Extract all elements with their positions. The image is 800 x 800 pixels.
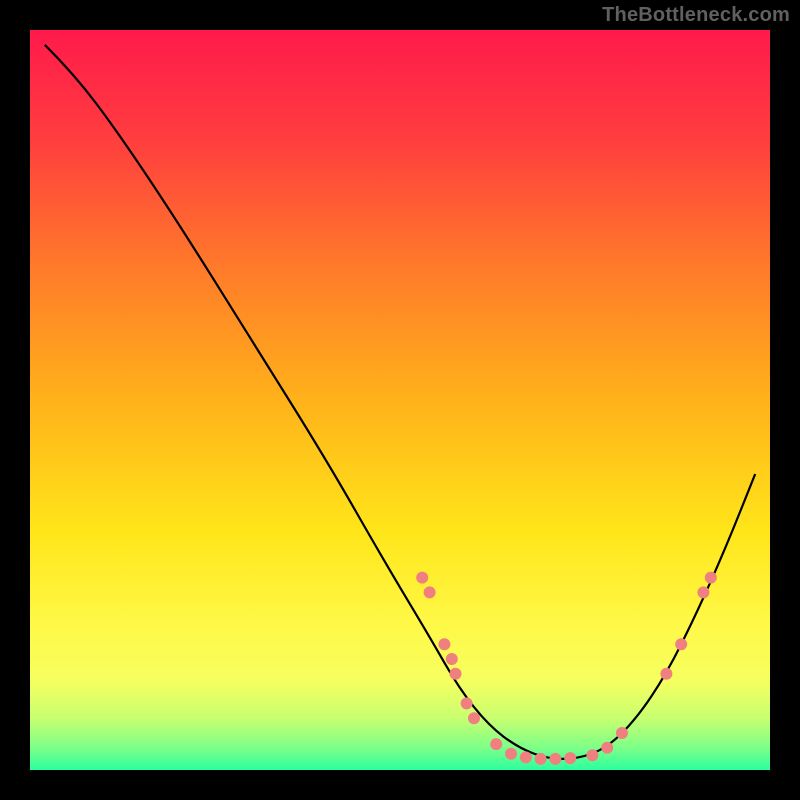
data-marker [601,742,613,754]
data-marker [424,586,436,598]
watermark-text: TheBottleneck.com [602,4,790,27]
data-marker [549,753,561,765]
data-marker [520,751,532,763]
data-marker [535,753,547,765]
data-marker [416,572,428,584]
data-marker [468,712,480,724]
data-marker [586,749,598,761]
data-marker [660,668,672,680]
plot-background [30,30,770,770]
data-marker [564,752,576,764]
data-marker [490,738,502,750]
data-marker [450,668,462,680]
data-marker [705,572,717,584]
data-marker [505,748,517,760]
data-marker [697,586,709,598]
data-marker [438,638,450,650]
chart-canvas: { "watermark": { "text": "TheBottleneck.… [0,0,800,800]
bottleneck-chart [0,0,800,800]
data-marker [675,638,687,650]
data-marker [461,697,473,709]
data-marker [616,727,628,739]
data-marker [446,653,458,665]
